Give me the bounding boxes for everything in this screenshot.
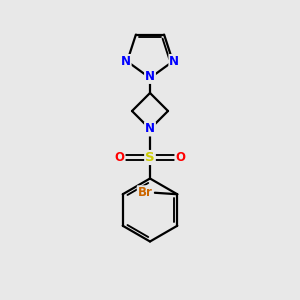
Text: Br: Br bbox=[138, 186, 153, 199]
Text: N: N bbox=[145, 70, 155, 83]
Text: O: O bbox=[176, 151, 186, 164]
Text: N: N bbox=[145, 122, 155, 136]
Text: O: O bbox=[114, 151, 124, 164]
Text: N: N bbox=[169, 55, 179, 68]
Text: S: S bbox=[145, 151, 155, 164]
Text: N: N bbox=[121, 55, 131, 68]
